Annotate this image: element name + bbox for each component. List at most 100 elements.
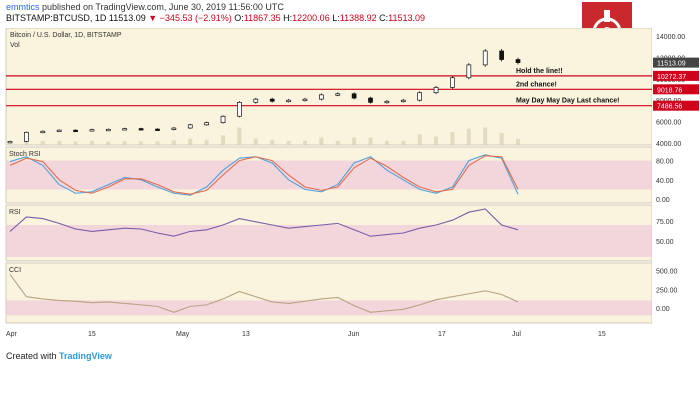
candle (7, 141, 13, 144)
hline-label: 2nd chance! (516, 81, 557, 88)
volume-bar (270, 139, 275, 145)
rsi-band (6, 225, 652, 257)
x-tick: 15 (88, 331, 96, 338)
candle (24, 131, 29, 142)
cci-tick: 0.00 (656, 306, 670, 313)
volume-bar (483, 127, 488, 145)
x-tick: 15 (598, 331, 606, 338)
stoch-title: Stoch RSI (9, 151, 41, 158)
cci-band (6, 300, 652, 316)
price-label: 11513.09 (657, 61, 686, 68)
stoch-tick: 0.00 (656, 197, 670, 204)
rsi-tick: 50.00 (656, 239, 674, 246)
x-tick: Jul (512, 331, 521, 338)
volume-bar (302, 140, 307, 145)
price-axis-2 (652, 205, 700, 261)
rsi-tick: 75.00 (656, 219, 674, 226)
x-tick: Jun (348, 331, 359, 338)
price-label-bg (653, 57, 699, 68)
symbol-label: BITSTAMP:BTCUSD, 1D (6, 13, 107, 23)
candle (351, 93, 357, 99)
cci-title: CCI (9, 267, 21, 274)
volume-bar (73, 141, 78, 145)
vol-label: Vol (10, 42, 20, 49)
x-tick: 17 (438, 331, 446, 338)
low-value: 11388.92 (339, 13, 377, 23)
volume-bar (417, 134, 422, 145)
volume-bar (286, 140, 291, 145)
candle (269, 98, 275, 102)
cci-tick: 250.00 (656, 287, 678, 294)
chart-canvas: Bitcoin / U.S. Dollar, 1D, BITSTAMP Vol 14… (5, 28, 700, 338)
high-label: H: (283, 13, 293, 23)
volume-bar (466, 128, 471, 145)
volume-bar (106, 141, 111, 145)
rsi-line-0 (9, 208, 519, 237)
volume-bar (204, 139, 209, 145)
open-value: 11867.35 (243, 13, 281, 23)
stoch-line-1 (9, 155, 519, 195)
publish-info: published on TradingView.com, June 30, 2… (42, 2, 284, 12)
volume-bar (352, 137, 357, 145)
x-tick: Apr (6, 331, 18, 338)
volume-bar (499, 133, 504, 145)
candle (302, 98, 308, 101)
price-change: ▼ −345.53 (−2.91%) (148, 13, 232, 23)
candle (40, 130, 46, 134)
volume-bar (155, 141, 160, 145)
cci-tick: 500.00 (656, 269, 678, 276)
candle (466, 64, 472, 79)
volume-bar (450, 132, 455, 145)
price-label-bg (653, 84, 699, 95)
stoch-tick: 40.00 (656, 178, 674, 185)
price-axis-1 (652, 147, 700, 203)
candle (482, 50, 488, 66)
volume-bar (221, 135, 226, 145)
price-label: 9018.76 (657, 87, 682, 94)
candle (155, 128, 160, 131)
price-axis-3 (652, 263, 700, 323)
volume-bar (237, 127, 242, 145)
main-title: Bitcoin / U.S. Dollar, 1D, BITSTAMP (10, 32, 122, 39)
volume-bar (188, 138, 193, 145)
close-value: 11513.09 (388, 13, 425, 23)
price-label-bg (653, 100, 699, 111)
tradingview-link[interactable]: TradingView (59, 351, 112, 361)
candle (368, 97, 373, 103)
volume-bar (368, 137, 373, 145)
candle (138, 128, 144, 131)
price-tick: 14000.00 (656, 34, 685, 41)
candle (187, 124, 193, 129)
price-tick: 4000.00 (656, 141, 681, 148)
ohlc-line: BITSTAMP:BTCUSD, 1D 11513.09 ▼ −345.53 (… (6, 12, 425, 24)
publish-line: emmtics published on TradingView.com, Ju… (6, 1, 284, 13)
stoch-line-0 (9, 154, 519, 196)
volume-bar (319, 137, 324, 145)
volume-bar (384, 140, 389, 145)
stoch-band (6, 160, 652, 190)
hline-label: May Day May Day Last chance! (516, 98, 620, 105)
candle (122, 128, 128, 131)
created-with-text: Created with (6, 351, 57, 361)
price-label: 10272.37 (657, 74, 686, 81)
candle (105, 128, 111, 132)
volume-bar (401, 140, 406, 145)
x-tick: May (176, 331, 190, 338)
author-link[interactable]: emmtics (6, 2, 40, 12)
candle (335, 93, 341, 96)
volume-bar (89, 140, 94, 145)
stoch-tick: 80.00 (656, 159, 674, 166)
price-label: 7486.56 (657, 104, 682, 111)
candle (319, 94, 324, 100)
cci-line-0 (9, 274, 519, 313)
candle (450, 77, 455, 88)
footer: Created with TradingView (6, 351, 112, 361)
volume-bar (253, 138, 258, 145)
close-label: C: (379, 13, 389, 23)
candle (384, 100, 390, 104)
volume-bar (40, 140, 45, 145)
candle (417, 92, 423, 101)
candle (204, 122, 209, 126)
candle (499, 50, 504, 60)
candle (237, 101, 242, 117)
